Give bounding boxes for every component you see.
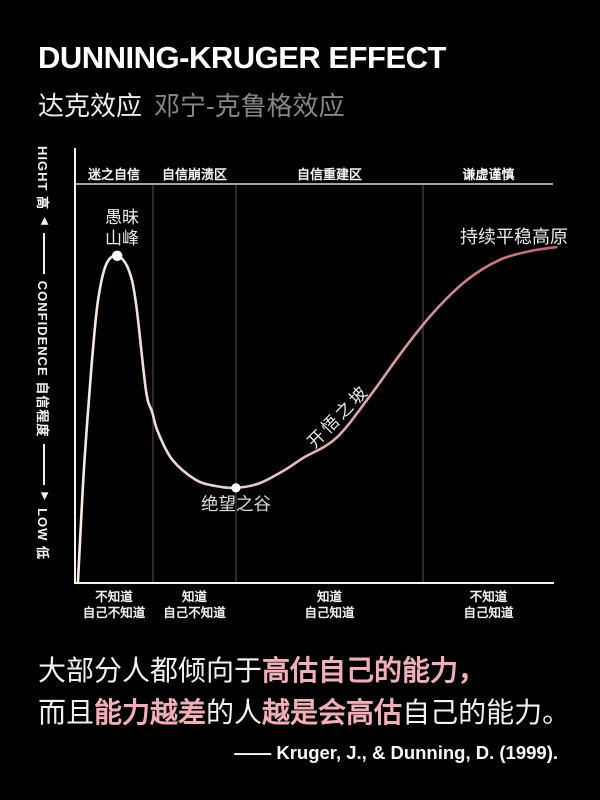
zone-label-blind-confidence: 迷之自信 xyxy=(87,167,141,182)
y-axis-low-label: LOW 低 xyxy=(35,508,51,560)
page-title: DUNNING-KRUGER EFFECT xyxy=(38,40,447,75)
peak-label: 愚昧 山峰 xyxy=(105,208,139,248)
arrow-down-icon: ▶ xyxy=(39,492,50,502)
zone-label-confidence-rebuild: 自信重建区 xyxy=(296,167,363,182)
x-tick-label-2: 知道 自己不知道 xyxy=(163,590,226,620)
subtitle: 达克效应 邓宁-克鲁格效应 xyxy=(38,86,345,123)
x-tick-label-4: 不知道 自己知道 xyxy=(463,590,514,620)
y-axis-line-segment-top xyxy=(43,232,45,274)
zone-label-humble: 谦虚谨慎 xyxy=(462,167,515,182)
y-axis-label-row: HIGHT 高 ◀ CONFIDENCE 自信程度 ▶ LOW 低 xyxy=(34,146,54,560)
plain-text: 大部分人都倾向于 xyxy=(38,655,263,686)
plain-text: 自己的能力。 xyxy=(402,697,571,728)
x-tick-label-1: 不知道 自己不知道 xyxy=(82,590,146,620)
zone-label-confidence-collapse: 自信崩溃区 xyxy=(161,167,228,182)
subtitle-cn-secondary: 邓宁-克鲁格效应 xyxy=(154,91,345,121)
plateau-label: 持续平稳高原 xyxy=(460,227,568,247)
emphasis-text: 能力越差 xyxy=(94,697,207,728)
x-tick-label-3: 知道 自己知道 xyxy=(304,590,355,620)
arrow-up-icon: ◀ xyxy=(39,217,50,226)
valley-label: 绝望之谷 xyxy=(201,494,271,514)
subtitle-cn: 达克效应 xyxy=(38,91,143,121)
summary-line-2: 而且能力越差的人越是会高估自己的能力。 xyxy=(38,692,570,734)
plain-text: 的人 xyxy=(206,697,263,728)
summary-line-1: 大部分人都倾向于高估自己的能力， xyxy=(38,650,570,692)
y-axis-line-segment-bottom xyxy=(43,444,45,486)
y-axis-title: CONFIDENCE 自信程度 xyxy=(35,280,51,438)
valley-dot xyxy=(231,483,241,493)
confidence-curve xyxy=(76,245,558,585)
y-axis-high-label: HIGHT 高 xyxy=(35,146,51,211)
summary-text: 大部分人都倾向于高估自己的能力， 而且能力越差的人越是会高估自己的能力。 xyxy=(38,650,570,734)
plain-text: 而且 xyxy=(38,697,95,728)
emphasis-text: 高估自己的能力， xyxy=(262,655,487,686)
emphasis-text: 越是会高估 xyxy=(262,697,403,728)
peak-dot xyxy=(112,250,123,261)
citation: —— Kruger, J., & Dunning, D. (1999). xyxy=(234,742,558,763)
